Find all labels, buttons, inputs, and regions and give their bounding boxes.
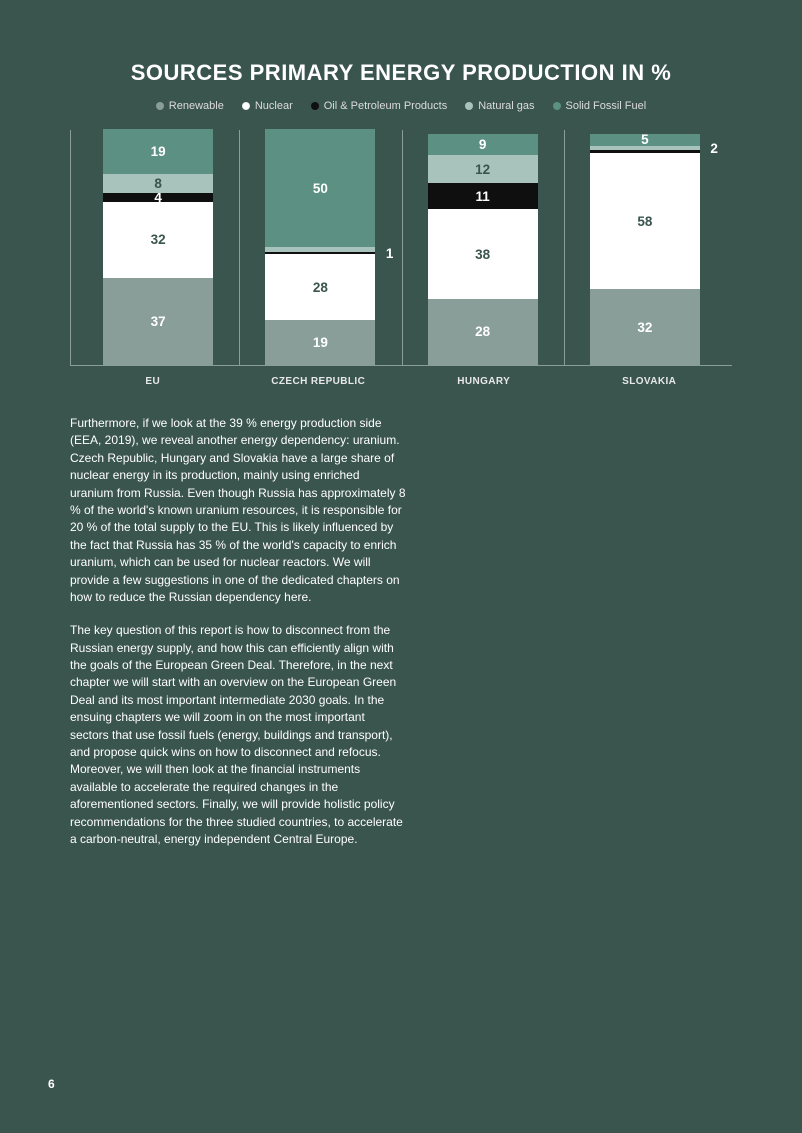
legend-item: Natural gas [465,100,534,112]
bar-value-label: 32 [151,232,166,247]
bar-segment: 38 [428,209,538,299]
bar-segment: 37 [103,278,213,365]
chart-column: 28 38 11 12 9 [402,130,564,365]
chart-column: 19 28 50 1 [239,130,401,365]
bar-value-label: 9 [479,137,487,152]
legend-item: Solid Fossil Fuel [553,100,647,112]
bar-value-label: 38 [475,247,490,262]
chart-column: 32 58 5 2 [564,130,726,365]
chart-title: SOURCES PRIMARY ENERGY PRODUCTION IN % [70,60,732,86]
bar-stack: 325852 [590,134,700,365]
bar-segment: 19 [103,129,213,174]
bar-segment [590,150,700,152]
category-label: CZECH REPUBLIC [236,376,402,387]
paragraph: The key question of this report is how t… [70,622,406,848]
legend-label: Solid Fossil Fuel [566,100,647,112]
legend-label: Natural gas [478,100,534,112]
bar-stack: 1928501 [265,129,375,365]
bar-value-label: 37 [151,314,166,329]
bar-value-label: 12 [475,162,490,177]
bar-segment: 28 [265,254,375,320]
bar-stack: 28 38 11 12 9 [428,134,538,365]
category-label: EU [70,376,236,387]
chart-legend: Renewable Nuclear Oil & Petroleum Products… [70,100,732,112]
bar-value-label: 5 [641,132,649,147]
bar-value-label: 19 [151,144,166,159]
bar-segment [265,247,375,252]
page-number: 6 [48,1077,55,1091]
body-text: Furthermore, if we look at the 39 % ener… [70,415,406,848]
bar-segment: 4 [103,193,213,202]
legend-dot-icon [465,102,473,110]
legend-label: Nuclear [255,100,293,112]
bar-value-label: 28 [475,324,490,339]
legend-dot-icon [553,102,561,110]
bar-external-label: 2 [710,141,718,156]
legend-item: Oil & Petroleum Products [311,100,448,112]
page: SOURCES PRIMARY ENERGY PRODUCTION IN % R… [0,0,802,894]
bar-segment [265,252,375,254]
bar-segment: 11 [428,183,538,209]
legend-item: Nuclear [242,100,293,112]
legend-label: Renewable [169,100,224,112]
bar-segment: 58 [590,153,700,290]
bar-value-label: 58 [637,214,652,229]
bar-segment: 8 [103,174,213,193]
bar-segment: 12 [428,155,538,183]
bar-segment: 19 [265,320,375,365]
legend-dot-icon [311,102,319,110]
legend-dot-icon [156,102,164,110]
bar-value-label: 11 [475,189,489,204]
bar-value-label: 28 [313,280,328,295]
bar-stack: 37 32 4 8 19 [103,129,213,365]
bar-segment: 9 [428,134,538,155]
category-label: HUNGARY [401,376,567,387]
legend-dot-icon [242,102,250,110]
legend-label: Oil & Petroleum Products [324,100,448,112]
bar-value-label: 32 [637,320,652,335]
bar-segment: 32 [590,289,700,365]
bar-external-label: 1 [386,246,394,261]
bar-value-label: 50 [313,181,328,196]
legend-item: Renewable [156,100,224,112]
chart-column: 37 32 4 8 19 [77,130,239,365]
category-label: SLOVAKIA [567,376,733,387]
bar-segment: 50 [265,129,375,247]
chart-categories: EUCZECH REPUBLICHUNGARYSLOVAKIA [70,376,732,387]
stacked-bar-chart: 37 32 4 8 19 19 28 50 1 28 38 11 12 9 32 58 5 2 [70,130,732,366]
bar-value-label: 19 [313,335,328,350]
bar-segment: 5 [590,134,700,146]
paragraph: Furthermore, if we look at the 39 % ener… [70,415,406,606]
bar-segment: 28 [428,299,538,365]
bar-value-label: 8 [154,176,162,191]
bar-segment: 32 [103,202,213,278]
